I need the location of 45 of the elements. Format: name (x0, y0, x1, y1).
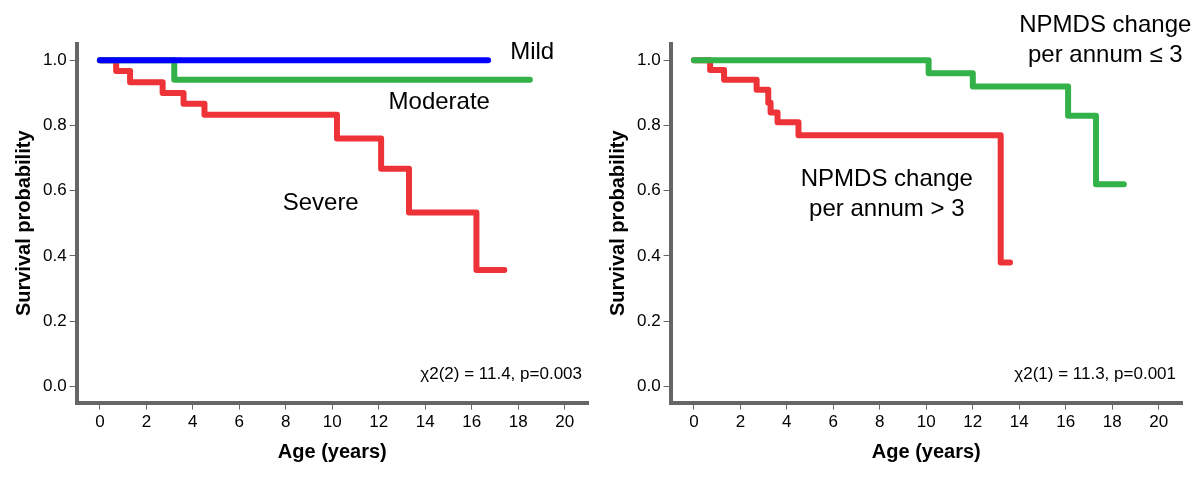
x-tick-label: 20 (1149, 412, 1169, 432)
y-axis-title: Survival probability (11, 129, 34, 317)
series-label: Severe (282, 188, 359, 216)
series-label: Mild (510, 36, 555, 64)
x-axis-title: Age (years) (277, 439, 387, 462)
y-tick-label: 0.4 (636, 245, 661, 265)
y-tick-label: 0.2 (42, 310, 67, 330)
x-tick-label: 2 (141, 412, 152, 432)
y-tick-label: 0.0 (42, 375, 67, 395)
x-tick-label: 10 (916, 412, 936, 432)
y-axis-title: Survival probability (605, 129, 628, 317)
x-tick-label: 2 (735, 412, 746, 432)
x-tick-label: 20 (555, 412, 575, 432)
annotation: χ2(2) = 11.4, p=0.003 (420, 364, 582, 384)
y-tick-label: 0.0 (636, 375, 661, 395)
y-tick-label: 0.4 (42, 245, 67, 265)
y-tick-label: 0.8 (636, 115, 661, 135)
y-tick-label: 1.0 (636, 49, 661, 69)
x-tick-label: 0 (689, 412, 699, 432)
y-tick-label: 0.6 (42, 180, 67, 200)
x-tick-label: 8 (281, 412, 291, 432)
annotation: χ2(1) = 11.3, p=0.001 (1014, 364, 1176, 384)
x-tick-label: 14 (415, 412, 435, 432)
x-tick-label: 4 (782, 412, 792, 432)
x-tick-label: 18 (508, 412, 528, 432)
y-tick-label: 1.0 (42, 49, 67, 69)
series-label: NPMDS change per annum > 3 (800, 163, 973, 221)
x-tick-label: 12 (369, 412, 389, 432)
x-tick-label: 16 (462, 412, 482, 432)
x-tick-label: 18 (1102, 412, 1122, 432)
series-label: Moderate (388, 87, 490, 115)
x-tick-label: 8 (875, 412, 885, 432)
y-tick-label: 0.2 (636, 310, 661, 330)
series-label: NPMDS change per annum ≤ 3 (1019, 10, 1192, 68)
x-tick-label: 6 (234, 412, 245, 432)
x-tick-label: 6 (828, 412, 839, 432)
x-tick-label: 0 (95, 412, 105, 432)
y-tick-label: 0.8 (42, 115, 67, 135)
y-tick-label: 0.6 (636, 180, 661, 200)
x-tick-label: 14 (1009, 412, 1029, 432)
x-tick-label: 16 (1056, 412, 1076, 432)
x-tick-label: 12 (963, 412, 983, 432)
x-axis-title: Age (years) (871, 439, 981, 462)
x-tick-label: 10 (322, 412, 342, 432)
x-tick-label: 4 (188, 412, 198, 432)
